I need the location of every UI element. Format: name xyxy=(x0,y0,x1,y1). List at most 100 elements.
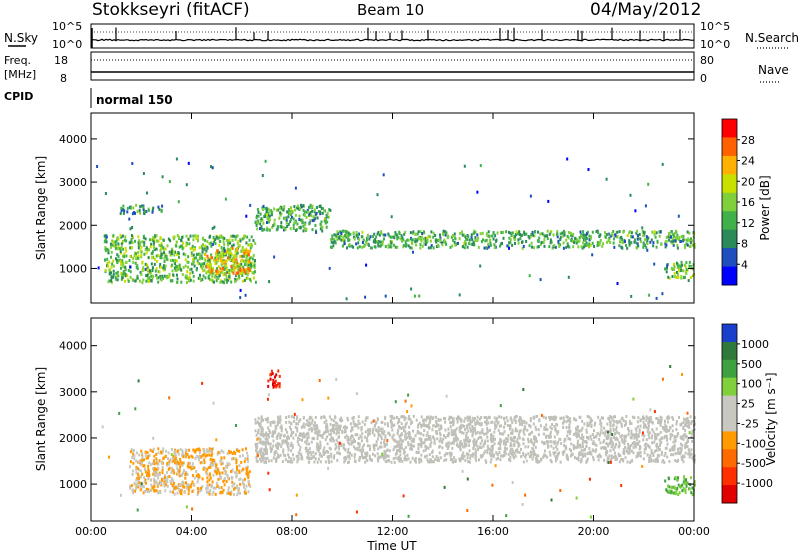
data-cell xyxy=(515,449,517,453)
data-cell xyxy=(656,239,659,243)
data-cell xyxy=(139,488,142,492)
data-cell xyxy=(691,274,694,278)
data-cell xyxy=(226,491,229,495)
data-cell xyxy=(234,237,237,241)
data-cell xyxy=(236,493,239,497)
data-cell xyxy=(164,474,166,478)
data-cell xyxy=(108,268,111,272)
data-cell xyxy=(552,446,555,450)
data-cell xyxy=(141,456,144,460)
data-cell xyxy=(460,457,462,461)
data-cell xyxy=(454,433,457,437)
data-cell xyxy=(493,233,496,237)
data-cell xyxy=(622,230,625,234)
data-cell xyxy=(182,241,185,245)
data-cell xyxy=(266,448,268,452)
data-cell xyxy=(175,244,178,248)
data-cell xyxy=(406,238,409,242)
data-cell xyxy=(474,423,477,427)
data-cell xyxy=(555,416,558,420)
data-cell xyxy=(567,275,570,279)
data-cell xyxy=(142,278,145,282)
data-cell xyxy=(609,430,611,433)
data-cell xyxy=(289,206,292,210)
data-cell xyxy=(193,450,196,454)
data-cell xyxy=(614,456,617,459)
data-cell xyxy=(290,422,293,426)
data-cell xyxy=(420,437,423,441)
data-cell xyxy=(167,457,169,461)
data-cell xyxy=(144,267,147,271)
data-cell xyxy=(211,243,214,246)
data-cell xyxy=(458,457,461,461)
data-cell xyxy=(257,431,260,435)
data-cell xyxy=(136,276,139,280)
data-cell xyxy=(549,230,552,234)
data-cell xyxy=(294,433,297,437)
data-cell xyxy=(670,235,672,239)
data-cell xyxy=(684,423,686,427)
data-cell xyxy=(213,225,216,229)
data-cell xyxy=(308,206,311,210)
data-cell xyxy=(661,292,664,296)
data-cell xyxy=(300,205,303,209)
data-cell xyxy=(655,449,658,452)
data-cell xyxy=(179,448,182,451)
data-cell xyxy=(160,244,163,248)
data-cell xyxy=(646,416,649,420)
data-cell xyxy=(430,244,433,248)
data-cell xyxy=(286,445,289,449)
data-cell xyxy=(310,456,313,460)
data-cell xyxy=(677,276,680,279)
data-cell xyxy=(366,235,369,239)
data-cell xyxy=(109,242,112,246)
data-cell xyxy=(441,241,443,245)
data-cell xyxy=(190,454,193,458)
data-cell xyxy=(654,449,656,453)
data-cell xyxy=(664,428,667,432)
data-cell xyxy=(310,416,313,420)
data-cell xyxy=(479,164,482,168)
data-cell xyxy=(138,453,141,457)
data-cell xyxy=(245,260,248,264)
data-cell xyxy=(258,450,261,454)
data-cell xyxy=(330,432,332,436)
data-cell xyxy=(435,430,437,434)
data-cell xyxy=(148,454,151,457)
data-cell xyxy=(160,256,163,260)
data-cell xyxy=(264,213,267,217)
data-cell xyxy=(378,433,381,437)
data-cell xyxy=(503,416,505,420)
data-cell xyxy=(599,233,602,237)
data-cell xyxy=(341,418,344,422)
data-cell xyxy=(243,263,246,267)
data-cell xyxy=(231,244,234,248)
data-cell xyxy=(356,446,359,450)
data-cell xyxy=(612,241,615,245)
data-cell xyxy=(448,451,451,455)
data-cell xyxy=(468,242,471,245)
data-cell xyxy=(377,429,380,433)
data-cell xyxy=(579,451,582,454)
data-cell xyxy=(677,237,680,241)
data-cell xyxy=(494,437,496,441)
data-cell xyxy=(669,437,672,441)
data-cell xyxy=(300,425,303,429)
data-cell xyxy=(241,274,244,278)
data-cell xyxy=(485,232,488,236)
data-cell xyxy=(209,263,212,267)
data-cell xyxy=(447,434,450,438)
data-cell xyxy=(279,415,282,419)
data-cell xyxy=(403,457,406,461)
data-cell xyxy=(157,491,160,495)
data-cell xyxy=(258,440,261,444)
data-cell xyxy=(143,241,146,245)
data-cell xyxy=(452,239,455,242)
data-cell xyxy=(593,423,596,427)
data-cell xyxy=(671,237,674,241)
data-cell xyxy=(621,440,624,444)
data-cell xyxy=(187,265,189,269)
data-cell xyxy=(234,471,237,475)
data-cell xyxy=(526,428,529,432)
data-cell xyxy=(668,459,671,463)
